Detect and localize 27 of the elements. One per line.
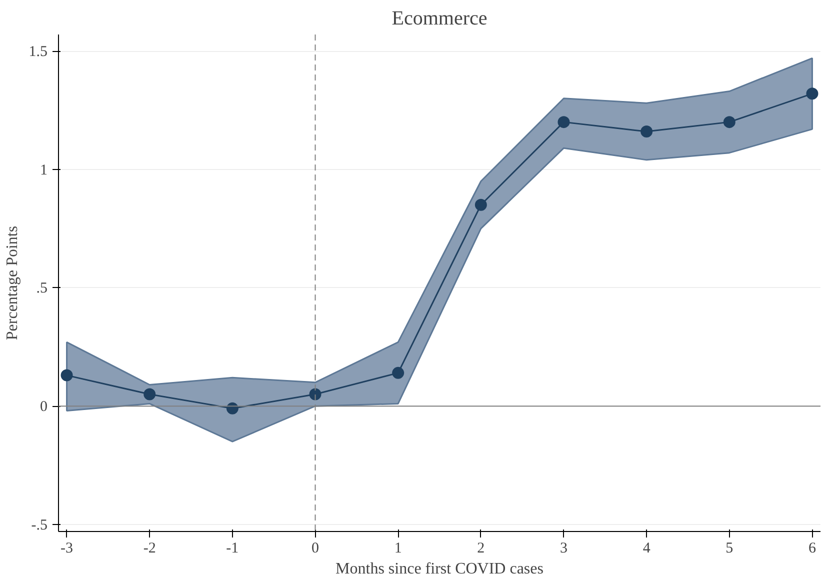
x-tick-label: -1: [226, 540, 239, 556]
point: [392, 366, 404, 379]
x-tick-label: 4: [642, 540, 651, 556]
x-axis-title: Months since first COVID cases: [336, 560, 544, 578]
y-tick-label: .5: [36, 280, 48, 297]
x-tick-label: 3: [560, 540, 568, 556]
point: [60, 369, 73, 382]
point: [309, 388, 322, 400]
y-tick-label: 1.5: [28, 44, 48, 60]
y-tick-label: 1: [40, 162, 48, 178]
x-tick-label: -2: [143, 540, 156, 556]
x-tick-label: 5: [726, 540, 734, 556]
x-tick-label: 2: [477, 540, 485, 556]
y-tick-label: 0: [40, 399, 48, 416]
point: [144, 388, 156, 400]
y-axis-title: Percentage Points: [4, 226, 21, 340]
x-tick-label: 1: [394, 540, 402, 556]
point: [474, 198, 487, 211]
x-tick-label: 0: [312, 540, 320, 556]
point: [558, 116, 570, 128]
x-tick-label: -3: [60, 540, 74, 556]
chart-title: Ecommerce: [392, 8, 488, 30]
point: [806, 88, 818, 100]
x-tick-label: 6: [808, 540, 816, 556]
point: [640, 126, 653, 138]
point: [723, 116, 736, 128]
y-tick-label: -.5: [31, 517, 48, 534]
